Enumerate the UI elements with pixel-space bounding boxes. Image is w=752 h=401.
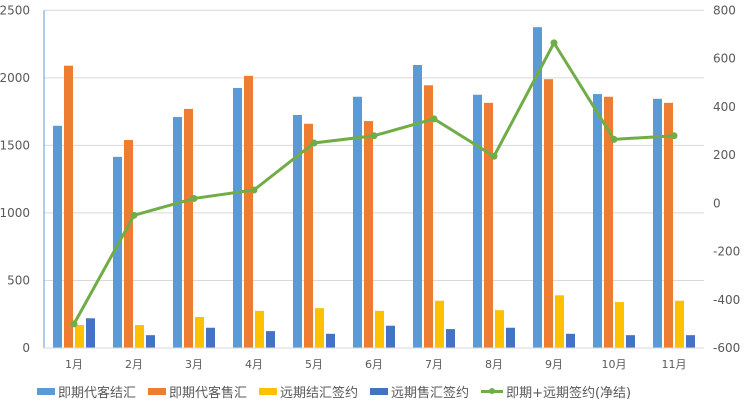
right-axis-tick-label: 0 <box>713 196 721 210</box>
bar-1 <box>593 94 602 349</box>
left-axis-tick-label: 2000 <box>0 71 30 85</box>
legend-item: 即期+远期签约(净结) <box>481 382 631 401</box>
bar-4 <box>146 335 155 348</box>
legend-swatch-icon <box>37 388 55 395</box>
line-point <box>490 152 498 160</box>
legend-item: 远期售汇签约 <box>370 382 469 401</box>
x-axis-tick-label: 2月 <box>125 358 143 371</box>
legend-item: 远期结汇签约 <box>259 382 358 401</box>
bar-3 <box>375 310 384 348</box>
bar-3 <box>615 302 624 348</box>
bar-3 <box>555 295 564 348</box>
right-axis-tick-label: -400 <box>713 293 740 307</box>
left-axis-tick-label: 1000 <box>0 206 30 220</box>
bar-4 <box>86 318 95 348</box>
right-axis-tick-label: 400 <box>713 100 736 114</box>
line-point <box>370 132 378 140</box>
bar-1 <box>173 117 182 348</box>
bar-1 <box>533 27 542 349</box>
bar-4 <box>386 325 395 348</box>
legend-item: 即期代客售汇 <box>148 382 247 401</box>
x-axis-tick-label: 10月 <box>602 358 627 371</box>
x-axis-tick-label: 6月 <box>365 358 383 371</box>
right-axis-tick-label: 600 <box>713 52 736 66</box>
legend-label: 远期售汇签约 <box>391 386 470 401</box>
legend-label: 即期+远期签约(净结) <box>506 386 632 401</box>
bar-2 <box>544 79 553 349</box>
bar-4 <box>446 329 455 348</box>
x-axis-tick-label: 3月 <box>185 358 203 371</box>
bar-1 <box>653 98 662 348</box>
bar-4 <box>566 333 575 348</box>
bar-1 <box>53 125 62 349</box>
bar-3 <box>495 310 504 348</box>
legend: 即期代客结汇 即期代客售汇 远期结汇签约 远期售汇签约 即期+远期签约(净结) <box>37 382 643 401</box>
x-axis-tick-label: 5月 <box>305 358 323 371</box>
bar-3 <box>315 308 324 348</box>
bar-4 <box>686 335 695 348</box>
line-point <box>430 115 438 123</box>
left-axis-tick-label: 1500 <box>0 138 30 152</box>
line-point <box>130 211 138 219</box>
right-axis-tick-label: 200 <box>713 148 736 162</box>
bar-2 <box>484 102 493 348</box>
bar-1 <box>293 114 302 348</box>
legend-swatch-icon <box>259 388 278 395</box>
bar-4 <box>506 327 515 348</box>
net-line <box>72 39 675 325</box>
x-axis-tick-label: 7月 <box>425 358 443 371</box>
bar-2 <box>184 108 193 348</box>
legend-swatch-icon <box>148 388 167 395</box>
legend-swatch-icon <box>370 388 389 395</box>
legend-label: 远期结汇签约 <box>280 386 359 401</box>
bar-2 <box>124 139 133 348</box>
bar-1 <box>113 156 122 348</box>
bar-2 <box>304 123 313 348</box>
line-point <box>250 186 258 194</box>
x-axis-tick-label: 4月 <box>245 358 263 371</box>
bar-4 <box>626 335 635 348</box>
x-axis-tick-label: 1月 <box>65 358 83 371</box>
bar-2 <box>604 96 613 349</box>
x-axis-tick-label: 11月 <box>662 358 687 371</box>
line-point <box>190 194 198 202</box>
line-point <box>310 139 318 147</box>
bar-2 <box>244 75 253 349</box>
combo-chart: 0 500 1000 1500 2000 2500 -600 -400 -200 0 200 400 6… <box>0 3 740 371</box>
legend-label: 即期代客售汇 <box>169 386 248 401</box>
bar-3 <box>255 310 264 348</box>
bar-1 <box>413 65 422 349</box>
bar-4 <box>326 333 335 348</box>
bar-2 <box>664 102 673 348</box>
bar-3 <box>135 325 144 348</box>
left-axis-tick-label: 0 <box>22 341 30 355</box>
bar-3 <box>75 325 84 348</box>
bar-3 <box>435 300 444 348</box>
x-axis-tick-label: 9月 <box>545 358 563 371</box>
line-point <box>610 135 618 143</box>
bar-2 <box>424 85 433 348</box>
bar-2 <box>364 121 373 348</box>
bar-3 <box>675 300 684 348</box>
bar-4 <box>206 327 215 348</box>
left-axis-tick-label: 500 <box>7 273 30 287</box>
bar-3 <box>195 316 204 348</box>
bar-1 <box>233 87 242 348</box>
right-axis-tick-label: -600 <box>713 341 740 355</box>
x-axis-tick-label: 8月 <box>485 358 503 371</box>
legend-label: 即期代客结汇 <box>58 386 137 401</box>
bar-1 <box>353 96 362 349</box>
bar-2 <box>64 65 73 348</box>
line-point <box>550 39 558 47</box>
right-axis-tick-label: -200 <box>713 245 740 259</box>
legend-line-marker-icon <box>481 388 504 394</box>
line-point <box>70 320 78 328</box>
bar-1 <box>473 94 482 348</box>
right-axis-tick-label: 800 <box>713 3 736 17</box>
legend-item: 即期代客结汇 <box>37 382 136 401</box>
bar-4 <box>266 331 275 348</box>
line-point <box>670 132 678 140</box>
left-axis-tick-label: 2500 <box>0 3 30 17</box>
